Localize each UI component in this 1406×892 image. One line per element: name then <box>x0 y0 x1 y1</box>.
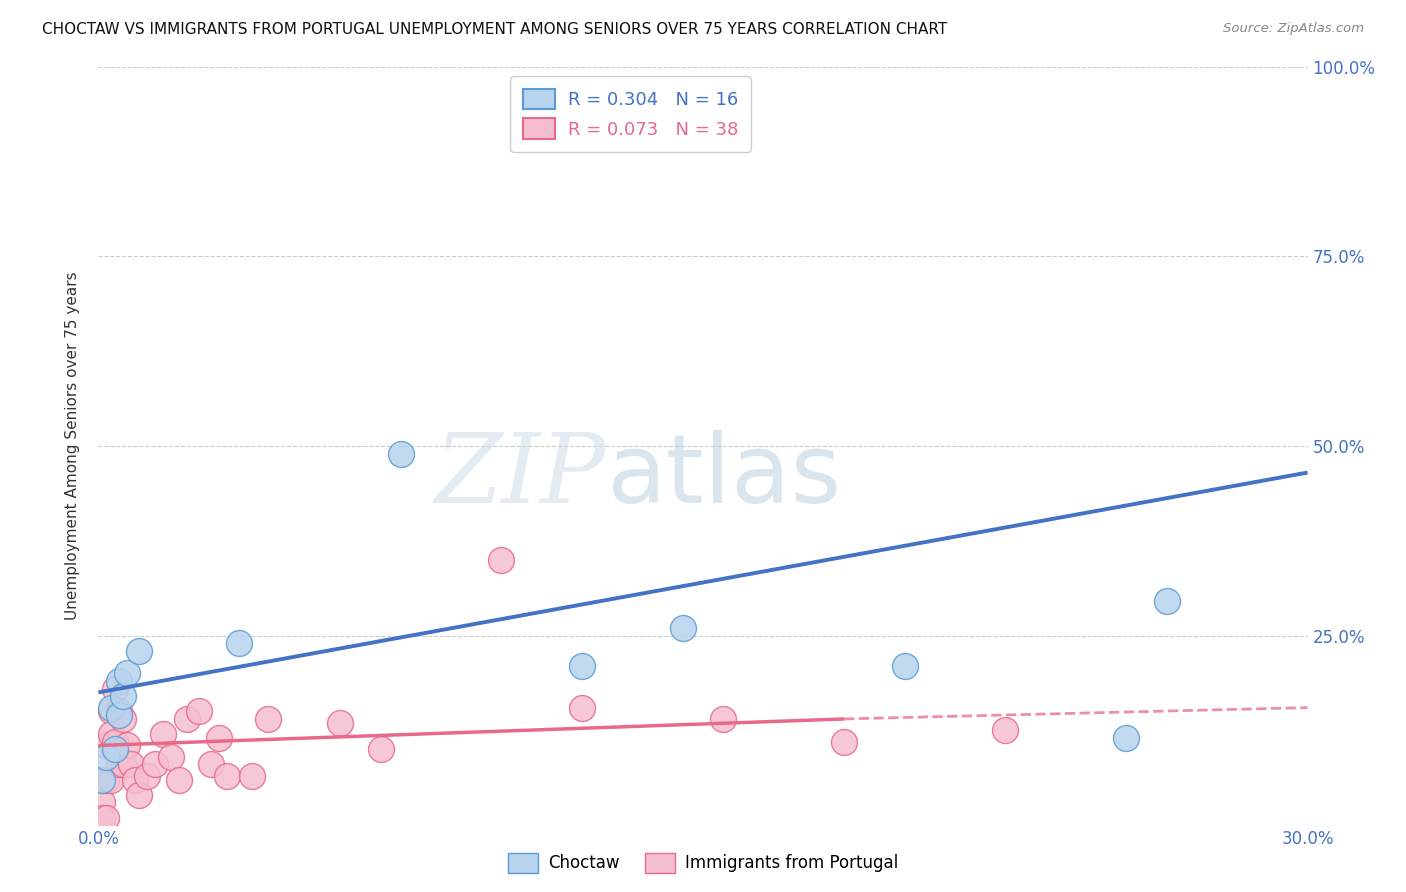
Point <box>96 739 118 753</box>
Point <box>491 552 513 567</box>
Point <box>107 708 129 723</box>
Point <box>107 757 129 772</box>
Point <box>832 735 855 749</box>
Point <box>100 700 122 714</box>
Point <box>111 757 134 772</box>
Point <box>208 731 231 745</box>
Y-axis label: Unemployment Among Seniors over 75 years: Unemployment Among Seniors over 75 years <box>65 272 80 620</box>
Point <box>370 742 392 756</box>
Point <box>329 715 352 730</box>
Point <box>96 772 118 787</box>
Point <box>91 811 114 825</box>
Point <box>115 666 138 681</box>
Point <box>1115 731 1137 745</box>
Point <box>115 739 138 753</box>
Point <box>128 644 150 658</box>
Point <box>152 727 174 741</box>
Legend: R = 0.304   N = 16, R = 0.073   N = 38: R = 0.304 N = 16, R = 0.073 N = 38 <box>510 76 751 152</box>
Point <box>107 674 129 689</box>
Point <box>200 757 222 772</box>
Point <box>91 796 114 810</box>
Text: CHOCTAW VS IMMIGRANTS FROM PORTUGAL UNEMPLOYMENT AMONG SENIORS OVER 75 YEARS COR: CHOCTAW VS IMMIGRANTS FROM PORTUGAL UNEM… <box>42 22 948 37</box>
Point <box>1156 594 1178 608</box>
Point <box>228 636 250 650</box>
Text: ZIP: ZIP <box>434 429 606 524</box>
Point <box>256 712 278 726</box>
Text: atlas: atlas <box>606 430 841 523</box>
Point <box>124 772 146 787</box>
Point <box>217 769 239 783</box>
Point <box>128 788 150 802</box>
Text: Source: ZipAtlas.com: Source: ZipAtlas.com <box>1223 22 1364 36</box>
Point <box>103 735 125 749</box>
Point <box>571 658 593 673</box>
Point <box>893 658 915 673</box>
Point <box>91 772 114 787</box>
Point <box>91 772 114 787</box>
Point <box>111 689 134 703</box>
Legend: Choctaw, Immigrants from Portugal: Choctaw, Immigrants from Portugal <box>502 847 904 880</box>
Point <box>672 621 695 635</box>
Point <box>111 712 134 726</box>
Point <box>103 742 125 756</box>
Point <box>100 705 122 719</box>
Point <box>96 811 118 825</box>
Point <box>176 712 198 726</box>
Point <box>96 749 118 764</box>
Point <box>100 772 122 787</box>
Point <box>711 712 734 726</box>
Point <box>167 772 190 787</box>
Point <box>100 727 122 741</box>
Point <box>107 705 129 719</box>
Point <box>120 757 142 772</box>
Point <box>994 723 1017 738</box>
Point <box>571 700 593 714</box>
Point <box>240 769 263 783</box>
Point <box>188 705 211 719</box>
Point <box>135 769 157 783</box>
Point <box>103 681 125 696</box>
Point <box>389 446 412 460</box>
Point <box>143 757 166 772</box>
Point <box>160 749 183 764</box>
